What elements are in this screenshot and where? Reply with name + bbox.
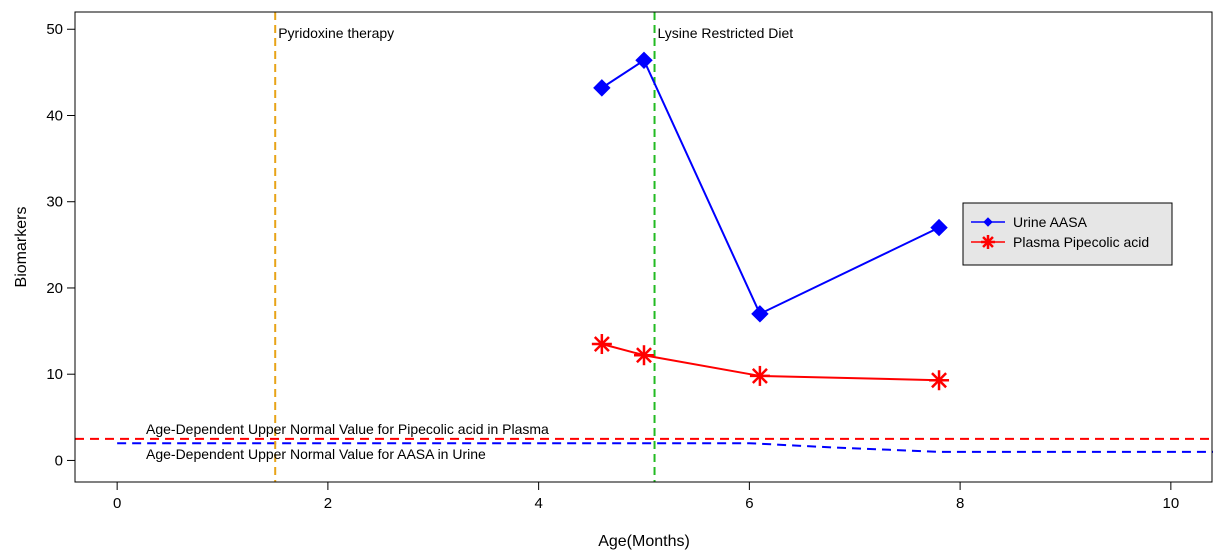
x-axis-title: Age(Months) — [598, 533, 690, 550]
lysine-diet-label: Lysine Restricted Diet — [658, 25, 794, 41]
urine-aasa-point — [593, 79, 611, 97]
asterisk-stroke — [982, 236, 994, 248]
pyridoxine-label: Pyridoxine therapy — [278, 25, 394, 41]
urine-aasa-point — [751, 305, 769, 323]
asterisk-stroke — [636, 347, 652, 364]
legend: Urine AASA Plasma Pipecolic acid — [962, 202, 1173, 266]
plasma-pipecolic-point — [634, 345, 654, 366]
x-tick-label: 0 — [113, 495, 121, 512]
plasma-pipecolic-series-line — [601, 343, 940, 382]
y-tick-label: 50 — [46, 21, 63, 38]
aasa-reference-label: Age-Dependent Upper Normal Value for AAS… — [146, 446, 486, 462]
x-tick-label: 10 — [1163, 495, 1180, 512]
legend-urine-aasa-marker — [983, 217, 993, 227]
legend-plasma-pipecolic-label: Plasma Pipecolic acid — [1013, 234, 1149, 250]
x-tick-label: 4 — [534, 495, 542, 512]
asterisk-stroke — [593, 336, 610, 352]
legend-box — [962, 202, 1173, 266]
plot-inner — [75, 12, 1213, 482]
urine-aasa-point — [930, 218, 948, 237]
pipecolic-reference-label: Age-Dependent Upper Normal Value for Pip… — [146, 421, 549, 437]
legend-plasma-pipecolic-marker — [981, 235, 995, 249]
urine-aasa-series-line — [601, 58, 940, 316]
plasma-pipecolic-point — [929, 370, 950, 391]
x-tick-label: 6 — [745, 495, 753, 512]
aasa-reference-line — [117, 442, 1213, 453]
y-tick-label: 10 — [46, 366, 63, 383]
asterisk-stroke — [931, 372, 947, 389]
x-tick-label: 2 — [324, 495, 332, 512]
y-axis-title: Biomarkers — [13, 207, 30, 288]
plasma-pipecolic-point — [591, 334, 612, 355]
x-tick-label: 8 — [956, 495, 964, 512]
plasma-pipecolic-point — [749, 365, 770, 386]
y-tick-label: 0 — [55, 452, 63, 469]
y-tick-label: 40 — [46, 107, 63, 124]
asterisk-stroke — [751, 367, 768, 384]
y-tick-label: 20 — [46, 280, 63, 297]
axes: 0 2 4 6 8 10 0 10 20 30 40 50 — [46, 21, 1179, 512]
y-tick-label: 30 — [46, 194, 63, 211]
legend-urine-aasa-label: Urine AASA — [1013, 214, 1088, 230]
plot-area: Age-Dependent Upper Normal Value for Pip… — [75, 12, 1213, 482]
urine-aasa-point — [635, 51, 653, 70]
